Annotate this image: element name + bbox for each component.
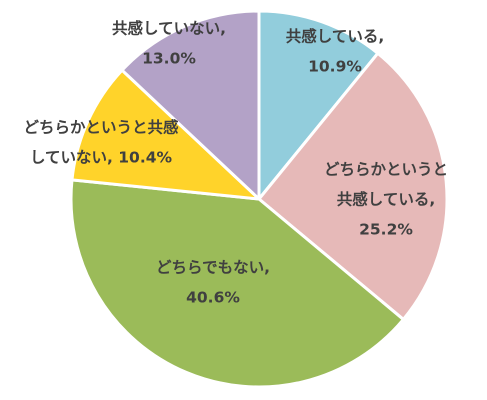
slice-label-line-1-1: 共感している, — [337, 190, 435, 209]
slice-label-0: 共感している, 10.9% — [286, 27, 384, 76]
pie-slice-4 — [120, 9, 261, 201]
slice-label-line-1-2: 25.2% — [359, 221, 413, 239]
slice-label-2: どちらでもない, 40.6% — [156, 259, 270, 307]
slice-label-line-2-1: 40.6% — [186, 289, 240, 307]
pie-slice-0 — [257, 9, 380, 201]
slice-label-line-1-0: どちらかというと — [324, 161, 448, 179]
slice-label-line-3-1: していない, 10.4% — [30, 149, 173, 167]
slice-label-line-4-1: 13.0% — [142, 50, 196, 68]
slice-label-line-2-0: どちらでもない, — [156, 259, 270, 277]
pie-slice-3 — [70, 68, 261, 201]
slice-label-4: 共感していない, 13.0% — [112, 19, 226, 68]
slice-label-line-0-1: 10.9% — [308, 58, 362, 76]
slice-label-line-4-0: 共感していない, — [112, 19, 226, 38]
pie-slice-1 — [257, 51, 449, 321]
slice-label-line-3-0: どちらかというと共感 — [23, 118, 179, 137]
slice-label-line-0-0: 共感している, — [286, 27, 384, 46]
pie-slice-2 — [69, 178, 405, 389]
